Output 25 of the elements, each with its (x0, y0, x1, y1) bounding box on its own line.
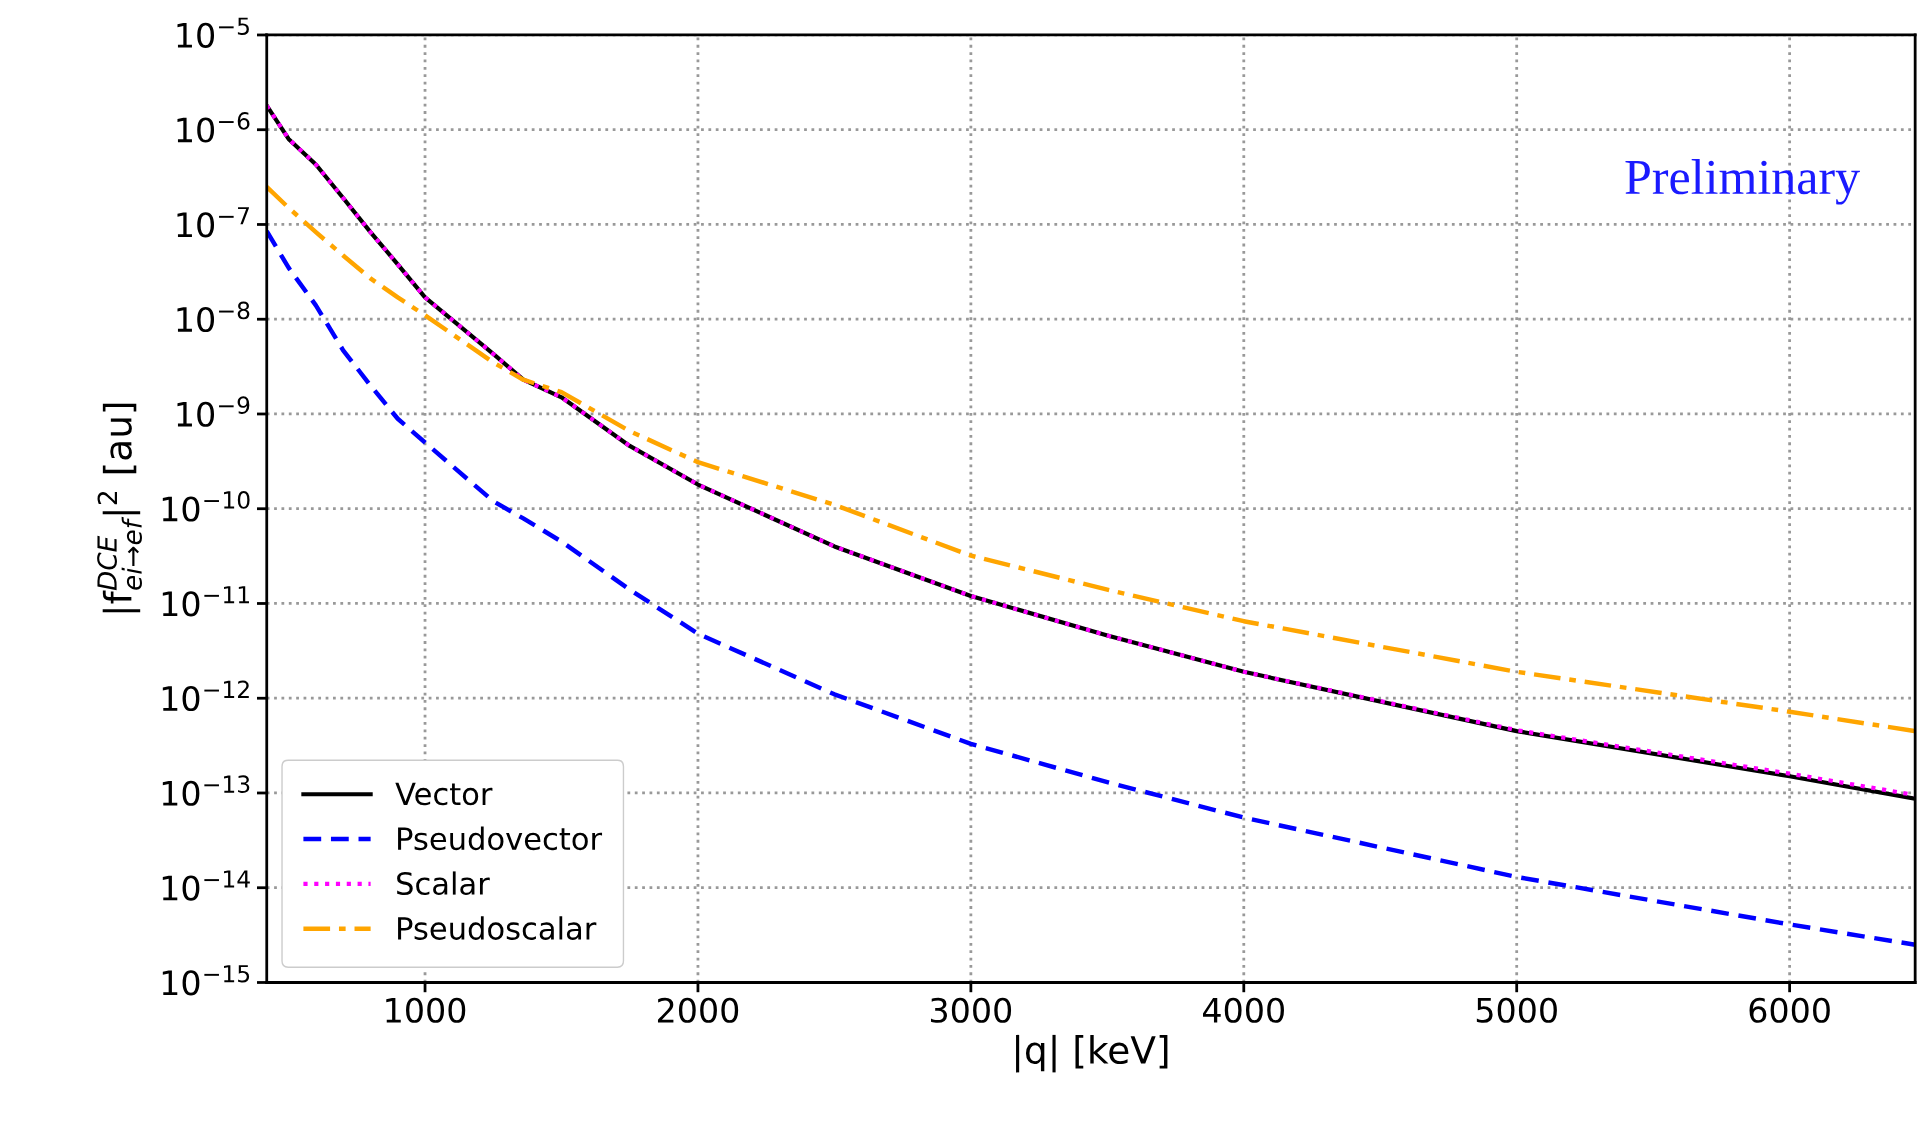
annotation: Preliminary (1625, 159, 1860, 205)
y-tick-label: 10$^{−7}$ (177, 207, 249, 238)
x-tick-label: 2000 (657, 997, 739, 1023)
x-tick-label: 5000 (1476, 997, 1557, 1023)
y-tick-label: 10$^{−11}$ (162, 586, 249, 617)
line-series (266, 228, 1916, 947)
y-tick-label: 10$^{−5}$ (177, 17, 249, 48)
legend-label: Pseudovector (398, 826, 603, 851)
legend-label: Vector (395, 782, 493, 806)
y-axis-title: |f$^{DCE}$$_{ei→ef}$|$^{2}$ [au] (97, 403, 142, 613)
legend-label: Scalar (397, 871, 490, 896)
y-tick-label: 10$^{−15}$ (162, 965, 250, 996)
x-axis-title: |q| [keV] (1016, 1034, 1168, 1073)
y-tick-label: 10$^{−13}$ (162, 775, 250, 806)
x-tick-label: 4000 (1203, 997, 1284, 1023)
legend-label: Pseudoscalar (398, 916, 597, 940)
y-tick-label: 10$^{−9}$ (177, 396, 250, 427)
x-tick-label: 1000 (386, 997, 466, 1023)
y-tick-label: 10$^{−8}$ (177, 301, 250, 333)
x-tick-label: 3000 (930, 997, 1012, 1023)
y-tick-label: 10$^{−12}$ (162, 680, 249, 712)
y-tick-label: 10$^{−10}$ (162, 491, 250, 522)
y-tick-label: 10$^{−14}$ (162, 870, 250, 901)
x-tick-label: 6000 (1749, 997, 1830, 1023)
y-tick-label: 10$^{−6}$ (177, 112, 250, 143)
